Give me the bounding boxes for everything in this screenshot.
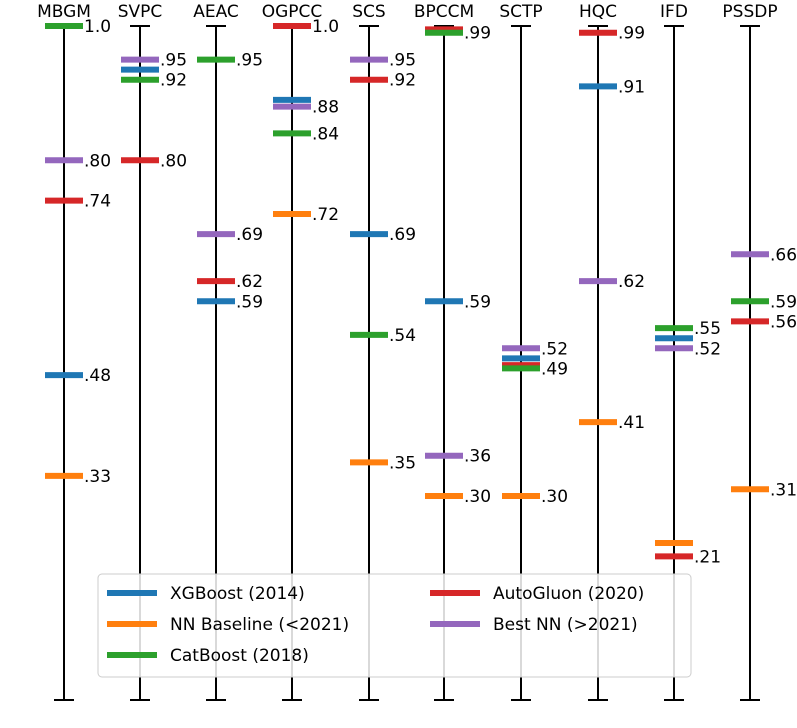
value-label: .41 [618,413,645,433]
value-label: .59 [236,292,263,312]
value-label: .36 [464,447,491,467]
value-label: .55 [694,319,721,339]
legend-label-bestnn: Best NN (>2021) [493,615,638,635]
value-label: .69 [389,225,416,245]
value-label: .62 [618,272,645,292]
value-label: .49 [541,359,568,379]
axis-title: SCTP [499,2,542,22]
value-label: .59 [770,292,797,312]
legend-label-nnbase: NN Baseline (<2021) [170,615,349,635]
value-label: .31 [770,480,797,500]
value-label: .59 [464,292,491,312]
value-label: 1.0 [84,17,111,37]
value-label: .88 [312,98,339,118]
value-label: .72 [312,205,339,225]
value-label: .74 [84,192,111,212]
value-label: .48 [84,366,111,386]
axis-column-pssdp: PSSDP .66 .59.56 .31 [722,2,797,701]
legend-label-xgboost: XGBoost (2014) [170,584,305,604]
value-label: .91 [618,77,645,97]
value-label: .56 [770,312,797,332]
axis-title: BPCCM [414,2,474,22]
value-label: .69 [236,225,263,245]
value-label: .30 [541,487,568,507]
axis-column-aeac: AEAC .95 .69 .62.59 [193,2,263,701]
value-label: .54 [389,326,416,346]
value-label: .84 [312,124,339,144]
value-label: .52 [694,339,721,359]
value-label: .62 [236,272,263,292]
value-label: .80 [84,151,111,171]
axis-title: HQC [579,2,617,22]
value-label: .99 [618,24,645,44]
axis-title: AEAC [193,2,239,22]
legend-label-autogluon: AutoGluon (2020) [493,584,644,604]
value-label: .99 [464,24,491,44]
value-label: .92 [160,71,187,91]
axis-column-scs: SCS .95.92 .69 .54 .35 [350,2,416,701]
value-label: .95 [236,51,263,71]
value-label: .35 [389,453,416,473]
axis-title: PSSDP [722,2,777,22]
value-label: .92 [389,71,416,91]
axis-column-hqc: HQC.99 .91 .62 .41 [579,2,645,701]
value-label: .66 [770,245,797,265]
value-label: .33 [84,467,111,487]
value-label: .30 [464,487,491,507]
axis-column-ifd: IFD .55.52 .21 [655,2,721,701]
legend: XGBoost (2014) AutoGluon (2020) NN Baselin… [97,573,692,678]
legend-label-catboost: CatBoost (2018) [170,646,309,666]
value-label: .21 [694,547,721,567]
axis-title: SCS [352,2,385,22]
value-label: .95 [389,51,416,71]
axis-title: OGPCC [262,2,323,22]
axis-title: MBGM [37,2,91,22]
value-label: .80 [160,151,187,171]
value-label: 1.0 [312,17,339,37]
legend-box [97,573,692,678]
axis-title: IFD [660,2,688,22]
axis-title: SVPC [118,2,163,22]
value-label: .52 [541,339,568,359]
value-label: .95 [160,51,187,71]
